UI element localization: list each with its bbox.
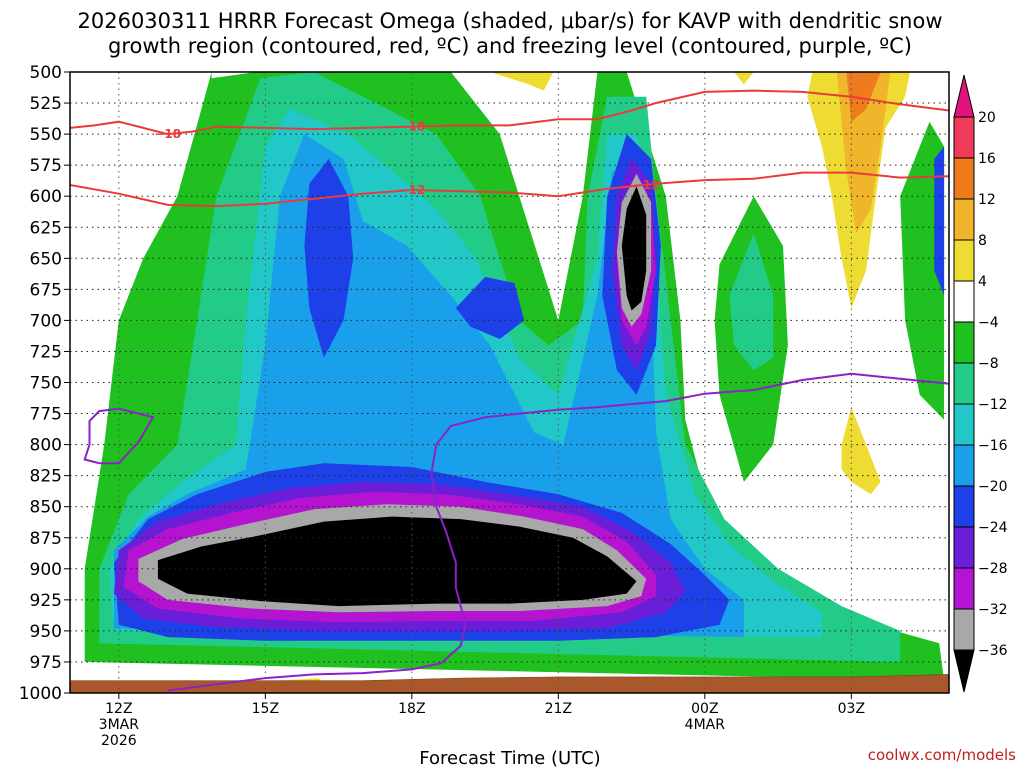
omega-region-11 [934,146,945,296]
dendritic-contour-1 [70,171,949,208]
omega-region-26 [846,72,881,122]
colorbar-label: −8 [978,356,999,372]
y-tick-label: 850 [30,498,62,518]
colorbar-swatch [953,444,975,487]
y-tick-label: 925 [30,591,62,611]
colorbar-swatch [953,239,975,282]
y-tick-label: 900 [30,560,62,580]
colorbar-swatch [953,608,975,651]
colorbar-swatch [953,280,975,323]
colorbar-top-arrow [953,74,975,118]
colorbar: 20 16 12 8 4 −4 −8 −12 −16 −20 −24 −28 −32 −36 [953,74,1008,693]
colorbar-label: 20 [978,110,996,126]
omega-region-9 [455,276,525,339]
freezing-level-contour-0 [167,372,949,692]
colorbar-label: −12 [978,397,1008,413]
y-tick-label: 750 [30,374,62,394]
credit-link[interactable]: coolwx.com/models [868,746,1016,764]
colorbar-label: −24 [978,520,1008,536]
y-tick-label: 600 [30,187,62,207]
omega-region-18 [157,516,637,607]
y-tick-label: 625 [30,218,62,238]
y-tick-label: 675 [30,280,62,300]
colorbar-swatch [953,321,975,364]
y-tick-label: 725 [30,342,62,362]
colorbar-label: −28 [978,561,1008,577]
y-tick-label: 775 [30,405,62,425]
y-tick-label: 700 [30,311,62,331]
x-tick-label: 12Z [105,701,132,717]
y-tick-label: 950 [30,622,62,642]
omega-region-23 [841,407,881,495]
x-tick-sublabel: 4MAR [685,717,726,733]
dendritic-contour-label: −12 [633,178,660,192]
y-axis-ticks: 500 525 550 575 600 625 650 675 700 725 750 775 800 8… [19,63,70,704]
y-tick-label: 1000 [19,684,62,704]
colorbar-label: −20 [978,479,1008,495]
omega-region-25 [836,72,891,234]
colorbar-swatch [953,526,975,569]
colorbar-label: −32 [978,602,1008,618]
colorbar-swatch [953,157,975,200]
x-tick-sublabel: 3MAR [99,717,140,733]
grid-lines [70,72,949,693]
freezing-level-contour-1 [83,407,155,465]
colorbar-label: 8 [978,233,987,249]
y-tick-label: 550 [30,125,62,145]
x-tick-label: 00Z [691,701,718,717]
omega-region-21 [490,72,554,91]
colorbar-label: 12 [978,192,996,208]
colorbar-label: 16 [978,151,996,167]
x-tick-label: 21Z [545,701,572,717]
colorbar-bottom-arrow [953,649,975,693]
y-tick-label: 575 [30,156,62,176]
y-tick-label: 650 [30,249,62,269]
y-tick-label: 825 [30,467,62,487]
y-tick-label: 500 [30,63,62,83]
colorbar-swatch [953,362,975,405]
colorbar-swatch [953,485,975,528]
colorbar-label: −4 [978,315,999,331]
y-tick-label: 525 [30,94,62,114]
dendritic-contour-0 [70,89,949,136]
colorbar-label: −16 [978,438,1008,454]
dendritic-contour-label: −18 [154,127,181,141]
colorbar-swatch [953,403,975,446]
colorbar-swatch [953,116,975,159]
temperature-contours: −18 −18 −12 −12 [70,89,949,692]
dendritic-contour-label: −12 [398,183,425,197]
y-tick-label: 800 [30,436,62,456]
omega-region-22 [734,72,754,85]
omega-region-19 [621,186,647,311]
chart-title-line-2: growth region (contoured, red, ºC) and f… [108,34,912,58]
chart-title-line-1: 2026030311 HRRR Forecast Omega (shaded, … [78,9,943,33]
x-tick-label: 18Z [398,701,425,717]
omega-region-4 [729,233,774,371]
colorbar-label: 4 [978,274,987,290]
colorbar-swatch [953,567,975,610]
y-tick-label: 875 [30,529,62,549]
omega-shading [70,72,949,693]
x-tick-sublabel: 2026 [101,733,137,749]
colorbar-swatch [953,198,975,241]
x-tick-label: 03Z [838,701,865,717]
dendritic-contour-label: −18 [398,120,425,134]
x-axis-label: Forecast Time (UTC) [419,748,600,768]
x-tick-label: 15Z [252,701,279,717]
terrain-surface [70,674,949,693]
y-tick-label: 975 [30,653,62,673]
colorbar-label: −36 [978,643,1008,659]
omega-region-2 [900,121,945,420]
